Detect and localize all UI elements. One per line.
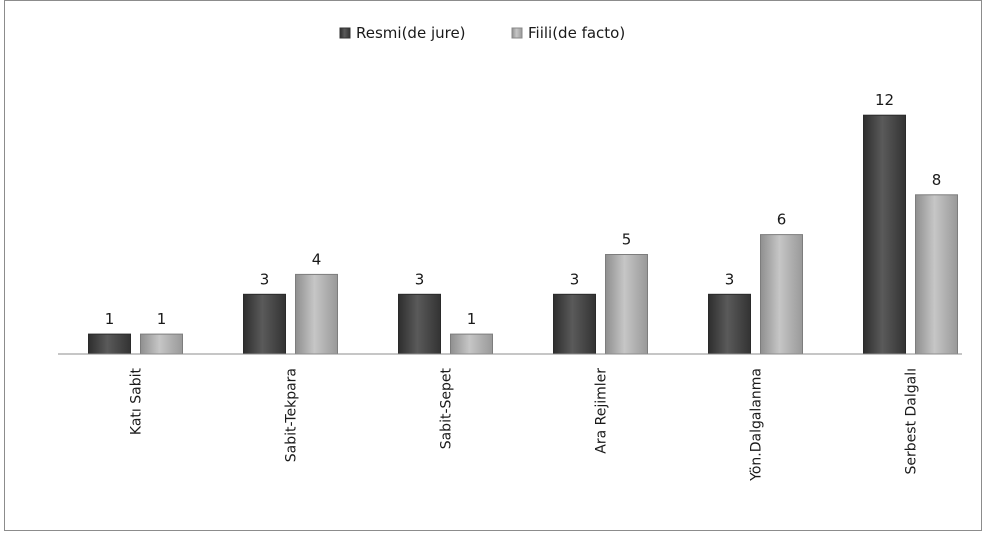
value-label-fiili-2: 1 <box>467 310 477 328</box>
value-label-fiili-5: 8 <box>932 171 942 189</box>
bar-resmi-1 <box>243 293 286 355</box>
value-label-resmi-0: 1 <box>105 310 115 328</box>
bar-resmi-5 <box>863 114 906 355</box>
value-label-fiili-3: 5 <box>622 231 632 249</box>
bar-fiili-0 <box>140 333 183 355</box>
bar-fiili-5 <box>915 194 958 355</box>
bars <box>88 114 958 355</box>
value-label-resmi-1: 3 <box>260 270 270 288</box>
value-label-fiili-0: 1 <box>157 310 167 328</box>
value-label-fiili-4: 6 <box>777 211 787 229</box>
bar-resmi-0 <box>88 333 131 355</box>
bar-resmi-3 <box>553 293 596 355</box>
value-label-resmi-2: 3 <box>415 270 425 288</box>
value-label-resmi-3: 3 <box>570 270 580 288</box>
category-label-4: Yön.Dalgalanma <box>749 368 765 482</box>
category-label-0: Katı Sabit <box>129 367 145 435</box>
bar-fiili-4 <box>760 234 803 355</box>
bar-resmi-4 <box>708 293 751 355</box>
category-labels: Katı Sabit Sabit-Tekpara Sabit-Sepet Ara Re… <box>129 367 920 481</box>
legend: Resmi(de jure) Fiili(de facto) <box>339 24 625 42</box>
category-label-2: Sabit-Sepet <box>439 367 455 449</box>
legend-label-fiili: Fiili(de facto) <box>528 24 625 42</box>
bar-resmi-2 <box>398 293 441 355</box>
legend-swatch-resmi <box>339 27 351 39</box>
legend-swatch-fiili <box>511 27 523 39</box>
category-label-5: Serbest Dalgalı <box>904 368 920 474</box>
value-labels: 1 1 3 4 3 1 3 5 3 6 12 8 <box>105 91 942 328</box>
category-label-3: Ara Rejimler <box>594 368 610 454</box>
value-label-resmi-4: 3 <box>725 270 735 288</box>
value-label-fiili-1: 4 <box>312 250 322 268</box>
legend-label-resmi: Resmi(de jure) <box>356 24 466 42</box>
category-label-1: Sabit-Tekpara <box>284 368 300 462</box>
bar-fiili-1 <box>295 273 338 355</box>
bar-fiili-3 <box>605 254 648 355</box>
bar-fiili-2 <box>450 333 493 355</box>
chart-area <box>4 0 982 531</box>
value-label-resmi-5: 12 <box>875 91 894 109</box>
